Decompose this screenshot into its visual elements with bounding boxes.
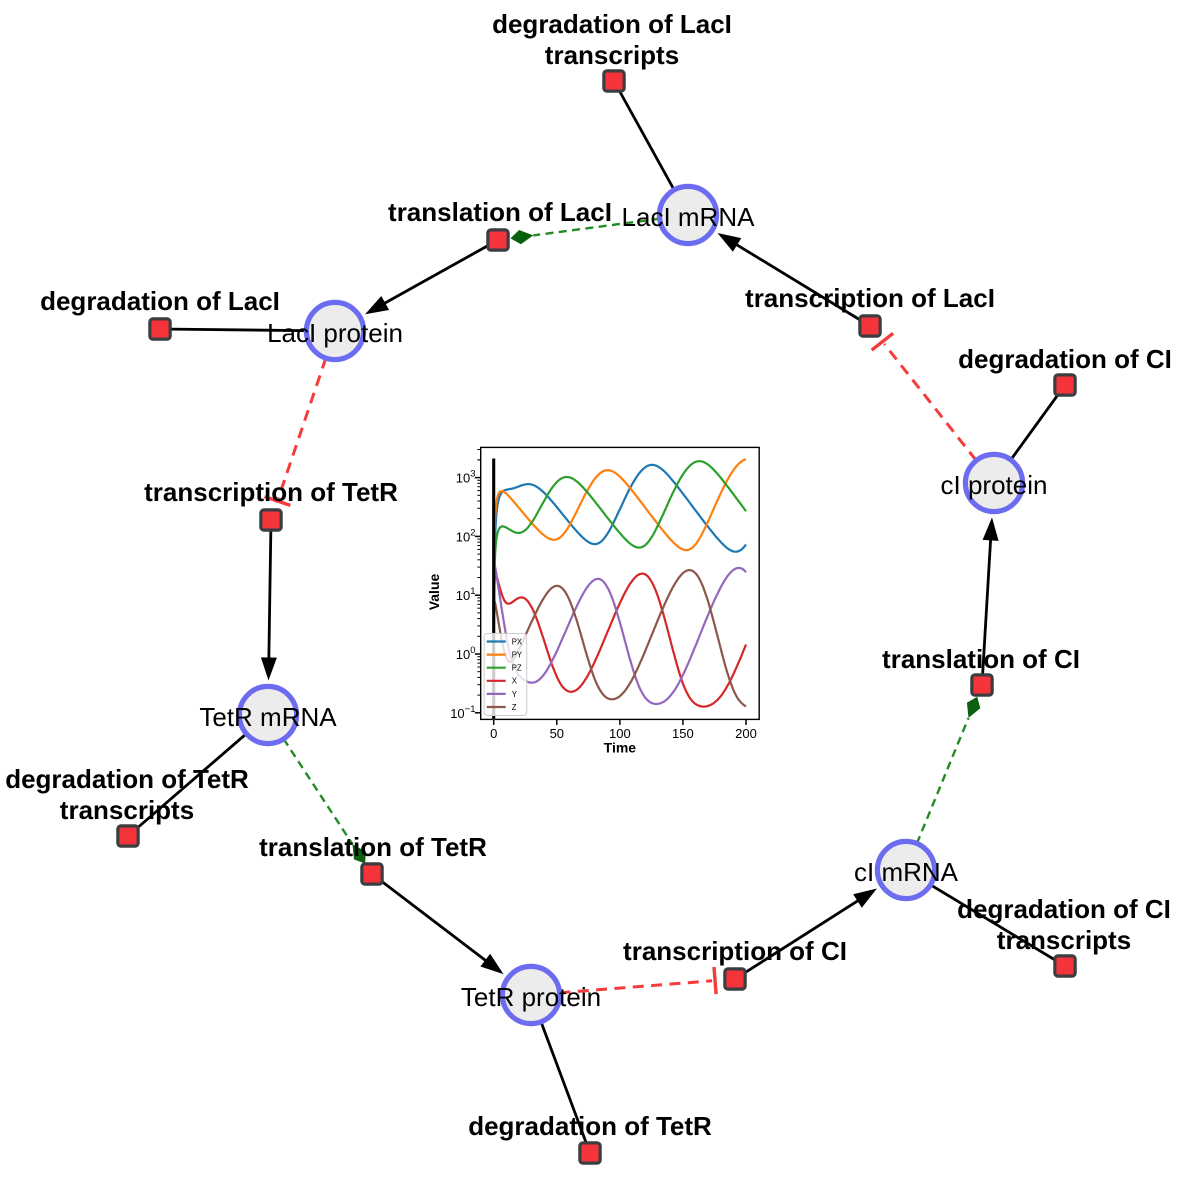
svg-text:translation of LacI: translation of LacI bbox=[388, 197, 612, 227]
svg-text:transcription of TetR: transcription of TetR bbox=[144, 477, 398, 507]
svg-text:PY: PY bbox=[512, 651, 523, 660]
svg-text:TetR mRNA: TetR mRNA bbox=[199, 702, 337, 732]
svg-text:TetR protein: TetR protein bbox=[461, 982, 601, 1012]
svg-text:X: X bbox=[512, 677, 518, 686]
svg-text:PX: PX bbox=[512, 637, 523, 646]
svg-text:50: 50 bbox=[550, 726, 564, 741]
svg-text:degradation of CI: degradation of CI bbox=[958, 344, 1172, 374]
svg-text:100: 100 bbox=[609, 726, 631, 741]
svg-text:200: 200 bbox=[735, 726, 757, 741]
svg-text:LacI mRNA: LacI mRNA bbox=[622, 202, 756, 232]
svg-text:150: 150 bbox=[672, 726, 694, 741]
svg-text:LacI protein: LacI protein bbox=[267, 318, 403, 348]
svg-text:cI mRNA: cI mRNA bbox=[854, 857, 959, 887]
svg-text:transcripts: transcripts bbox=[997, 925, 1131, 955]
svg-text:Z: Z bbox=[512, 703, 517, 712]
svg-text:transcripts: transcripts bbox=[60, 795, 194, 825]
svg-text:degradation of LacI: degradation of LacI bbox=[40, 286, 280, 316]
svg-text:Y: Y bbox=[512, 690, 518, 699]
svg-text:degradation of LacI: degradation of LacI bbox=[492, 9, 732, 39]
svg-text:Time: Time bbox=[604, 740, 637, 756]
svg-text:translation of CI: translation of CI bbox=[882, 644, 1080, 674]
svg-text:transcription of LacI: transcription of LacI bbox=[745, 283, 995, 313]
svg-text:PZ: PZ bbox=[512, 664, 522, 673]
svg-text:transcripts: transcripts bbox=[545, 40, 679, 70]
svg-text:degradation of TetR: degradation of TetR bbox=[5, 764, 249, 794]
svg-text:cI protein: cI protein bbox=[941, 470, 1048, 500]
svg-text:degradation of TetR: degradation of TetR bbox=[468, 1111, 712, 1141]
svg-text:Value: Value bbox=[426, 574, 442, 611]
svg-text:degradation of CI: degradation of CI bbox=[957, 894, 1171, 924]
svg-text:0: 0 bbox=[490, 726, 497, 741]
svg-text:transcription of CI: transcription of CI bbox=[623, 936, 847, 966]
svg-text:translation of TetR: translation of TetR bbox=[259, 832, 487, 862]
